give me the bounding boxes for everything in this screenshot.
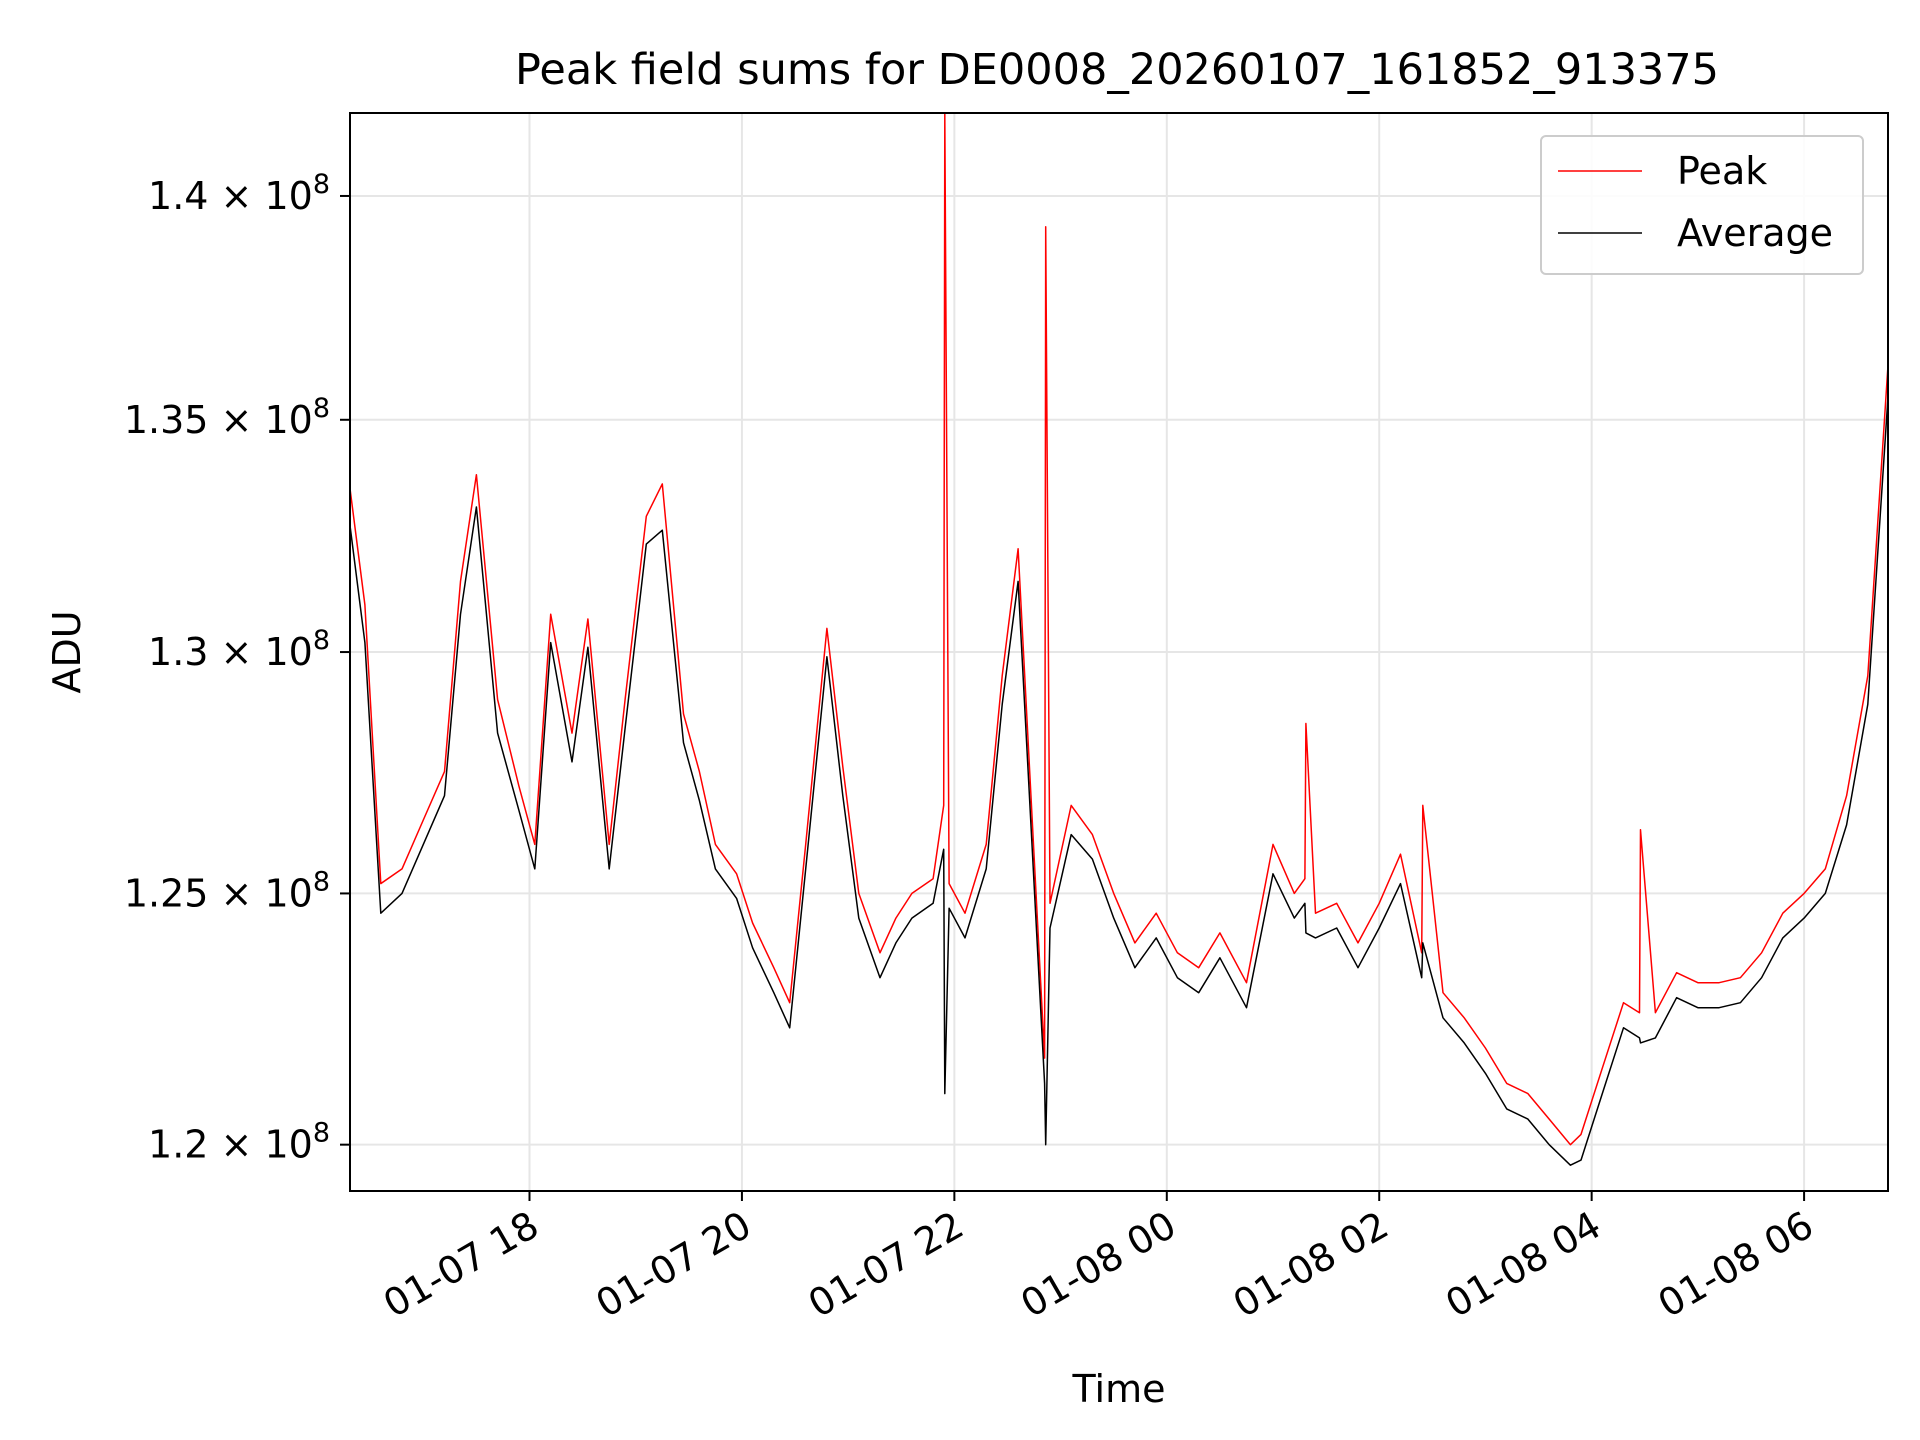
y-tick-label: 1.2 × 108 — [148, 1118, 330, 1167]
y-tick-label: 1.3 × 108 — [148, 625, 330, 674]
legend-average-label: Average — [1677, 211, 1833, 255]
y-tick-mantissa: 1.25 × 10 — [124, 871, 313, 915]
y-tick-mantissa: 1.2 × 10 — [148, 1123, 313, 1167]
y-tick-mantissa: 1.35 × 10 — [124, 398, 313, 442]
series-line-average — [349, 396, 1889, 1166]
y-tick-mantissa: 1.4 × 10 — [148, 174, 313, 218]
y-tick-exponent: 8 — [313, 393, 330, 424]
y-tick-label: 1.4 × 108 — [148, 169, 330, 218]
y-axis-label: ADU — [45, 610, 89, 693]
series-layer — [349, 112, 1889, 1166]
x-axis-label: Time — [1072, 1367, 1166, 1411]
y-tick-label: 1.35 × 108 — [124, 393, 330, 442]
y-tick-exponent: 8 — [313, 625, 330, 656]
legend: Peak Average — [1540, 135, 1864, 275]
chart-title: Peak field sums for DE0008_20260107_1618… — [515, 45, 1719, 95]
y-tick-mantissa: 1.3 × 10 — [148, 630, 313, 674]
y-tick-exponent: 8 — [313, 866, 330, 897]
y-tick-exponent: 8 — [313, 169, 330, 200]
y-tick-label: 1.25 × 108 — [124, 866, 330, 915]
legend-peak-label: Peak — [1677, 149, 1767, 193]
y-tick-exponent: 8 — [313, 1118, 330, 1149]
grid — [350, 113, 1888, 1191]
series-line-peak — [349, 112, 1889, 1146]
